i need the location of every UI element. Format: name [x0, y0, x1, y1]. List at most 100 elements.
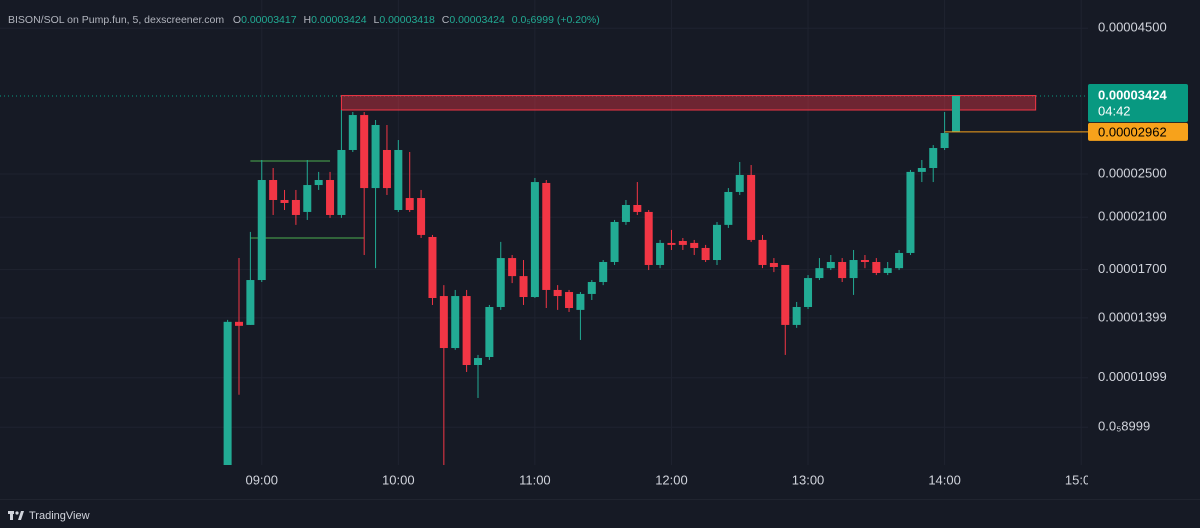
candle-body	[838, 261, 847, 279]
last-price-box	[1088, 83, 1188, 122]
candle-body	[690, 242, 699, 248]
candle-body	[940, 133, 949, 149]
y-tick-label: 0.00001399	[1098, 309, 1167, 324]
candle-body	[917, 168, 926, 172]
candle-body	[872, 261, 881, 273]
candle-body	[610, 221, 619, 262]
footer: TradingView	[8, 510, 90, 522]
candle-body	[234, 321, 243, 326]
price-axis	[1088, 0, 1200, 500]
candle-body	[417, 198, 426, 235]
y-tick-label: 0.00002500	[1098, 165, 1167, 180]
candle-body	[394, 149, 403, 210]
ohlc-value: 0.00003424	[311, 14, 367, 26]
candle-body	[496, 258, 505, 307]
candle-body	[826, 261, 835, 269]
y-tick-label: 0.00004500	[1098, 20, 1167, 35]
ohlc-value: 0.00003418	[379, 14, 435, 26]
candle-body	[451, 296, 460, 349]
x-tick-label: 12:00	[655, 472, 688, 487]
candle-body	[508, 258, 517, 277]
symbol: BISON/SOL on Pump.fun, 5, dexscreener.co…	[8, 14, 225, 26]
candle-body	[565, 292, 574, 309]
candle-body	[724, 191, 733, 225]
y-tick-label: 0.00001700	[1098, 261, 1167, 276]
candle-body	[633, 204, 642, 212]
candle-body	[371, 125, 380, 189]
candle-body	[712, 224, 721, 261]
candle-body	[758, 239, 767, 265]
candle-body	[382, 149, 391, 189]
x-tick-label: 13:00	[792, 472, 825, 487]
brand: TradingView	[29, 510, 90, 522]
candle-body	[735, 174, 744, 192]
candle-body	[553, 289, 562, 297]
candle-body	[439, 296, 448, 349]
candle-body	[576, 293, 585, 310]
x-tick-label: 10:00	[382, 472, 415, 487]
resistance-zone	[340, 95, 1037, 111]
candle-body	[530, 182, 539, 298]
candle-body	[257, 180, 266, 281]
candle-body	[895, 252, 904, 269]
candle-body	[678, 240, 687, 245]
candle-body	[280, 199, 289, 203]
candle-body	[405, 198, 414, 210]
ohlc-label: L	[373, 14, 380, 26]
ohlc-label: O	[232, 14, 242, 26]
y-tick-label: 0.00002100	[1098, 209, 1167, 224]
open-price-box	[1088, 122, 1188, 141]
candle-body	[599, 261, 608, 283]
candle-body	[804, 278, 813, 307]
candle-body	[769, 262, 778, 267]
candle-body	[849, 260, 858, 279]
candle-body	[792, 306, 801, 325]
candle-body	[519, 276, 528, 298]
candle-body	[701, 247, 710, 261]
candle-body	[815, 268, 824, 279]
candle-body	[485, 306, 494, 357]
candle-body	[883, 268, 892, 273]
candle-body	[747, 174, 756, 240]
y-tick-label: 0.0₅8999	[1098, 419, 1150, 434]
candle-body	[860, 260, 869, 262]
candle-body	[781, 264, 790, 325]
candle-body	[656, 242, 665, 265]
candle-body	[667, 242, 676, 245]
candle-body	[462, 296, 471, 366]
candle-body	[360, 115, 369, 189]
chart-header: BISON/SOL on Pump.fun, 5, dexscreener.co…	[8, 14, 604, 26]
candle-body	[621, 204, 630, 222]
brand-logo	[8, 511, 24, 520]
candle-body	[644, 211, 653, 265]
candle-body	[314, 180, 323, 186]
ohlc-value: 0.00003417	[241, 14, 297, 26]
candle-body	[291, 199, 300, 215]
x-tick-label: 14:00	[928, 472, 961, 487]
x-tick-label: 09:00	[245, 472, 278, 487]
candle-body	[337, 149, 346, 215]
candle-body	[303, 185, 312, 212]
countdown: 04:42	[1098, 103, 1131, 118]
last-price-label: 0.00003424	[1098, 87, 1167, 102]
candle-body	[906, 171, 915, 253]
candle-body	[951, 95, 960, 132]
chart: 09:00 10:00 11:00 12:00 13:00 14:00 15:000.000…	[0, 0, 1200, 500]
candle-body	[542, 182, 551, 290]
candle-body	[246, 280, 255, 325]
x-tick-label: 11:00	[519, 472, 551, 487]
open-price-label: 0.00002962	[1098, 124, 1167, 139]
candle-body	[428, 236, 437, 299]
change: 0.0₅6999 (+0.20%)	[511, 14, 600, 26]
candle-body	[223, 321, 232, 465]
candle-body	[473, 358, 482, 366]
candle-body	[929, 148, 938, 169]
ohlc-label: C	[441, 14, 450, 26]
candle-body	[269, 180, 278, 200]
ohlc-value: 0.00003424	[449, 14, 505, 26]
candle-body	[587, 282, 596, 294]
candle-body	[348, 115, 357, 150]
candle-body	[326, 180, 335, 215]
y-tick-label: 0.00001099	[1098, 369, 1167, 384]
